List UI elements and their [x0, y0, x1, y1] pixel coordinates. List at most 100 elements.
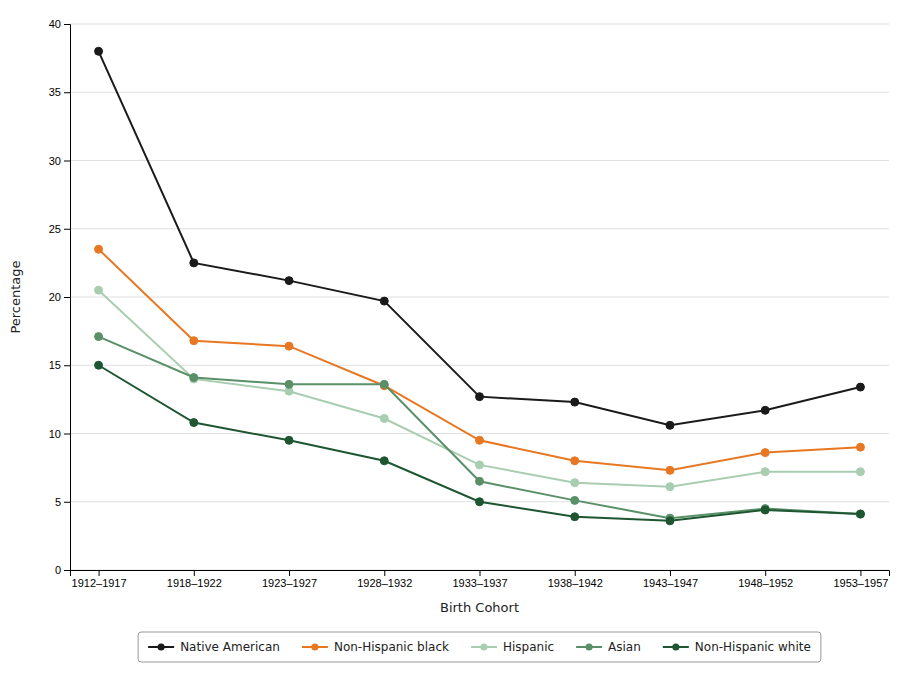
point: [666, 466, 674, 474]
x-tick: 1938–1942: [548, 570, 603, 589]
point: [571, 457, 579, 465]
series: [95, 286, 865, 491]
point: [761, 406, 769, 414]
series-line: [99, 337, 861, 519]
x-axis: 1912–1917 1918–1922 1923–1927 1928–1932 1933…: [71, 570, 890, 589]
y-tick-label: 0: [55, 564, 61, 576]
point: [476, 461, 484, 469]
point: [666, 483, 674, 491]
legend-item: Asian: [576, 640, 641, 654]
point: [95, 245, 103, 253]
y-tick: 5: [55, 496, 70, 508]
legend-label: Asian: [608, 640, 641, 654]
y-tick: 40: [49, 18, 70, 30]
point: [571, 398, 579, 406]
y-tick-mark: [64, 365, 70, 366]
point: [476, 393, 484, 401]
legend-item: Native American: [148, 640, 280, 654]
point: [95, 47, 103, 55]
y-tick-label: 25: [49, 223, 61, 235]
y-tick-mark: [64, 161, 70, 162]
point: [571, 513, 579, 521]
y-tick-label: 30: [49, 155, 61, 167]
y-tick-mark: [64, 229, 70, 230]
y-tick-mark: [64, 92, 70, 93]
x-tick: 1948–1952: [738, 570, 793, 589]
point: [285, 436, 293, 444]
legend-label: Native American: [180, 640, 280, 654]
y-tick-label: 5: [55, 496, 61, 508]
y-tick-mark: [64, 24, 70, 25]
y-tick-label: 10: [49, 428, 61, 440]
y-tick-mark: [64, 502, 70, 503]
x-tick-mark: [289, 570, 290, 576]
chart: 05101520253035401912–19171918–19221923–1…: [0, 0, 919, 700]
point: [190, 374, 198, 382]
point: [666, 517, 674, 525]
series: [95, 245, 865, 474]
x-tick-mark: [670, 570, 671, 576]
legend: Native American Non-Hispanic black Hispani…: [138, 632, 821, 662]
y-tick: 25: [49, 223, 70, 235]
legend-item: Non-Hispanic white: [663, 640, 811, 654]
point: [856, 468, 864, 476]
legend-frame: [138, 632, 821, 662]
x-tick: 1943–1947: [643, 570, 698, 589]
legend-item: Hispanic: [471, 640, 554, 654]
x-tick-label: 1918–1922: [167, 577, 222, 589]
x-tick: 1928–1932: [357, 570, 412, 589]
series-line: [99, 290, 861, 487]
point: [476, 477, 484, 485]
legend-marker: [586, 643, 593, 650]
point: [761, 468, 769, 476]
y-tick-mark: [64, 297, 70, 298]
series-line: [99, 249, 861, 470]
x-axis-line: [71, 571, 890, 577]
x-tick-mark: [480, 570, 481, 576]
point: [571, 479, 579, 487]
y-tick: 0: [55, 564, 70, 576]
y-axis-title: Percentage: [8, 260, 23, 333]
point: [190, 259, 198, 267]
y-tick-mark: [64, 570, 70, 571]
y-tick-label: 15: [49, 359, 61, 371]
grid-line: [70, 228, 889, 229]
x-tick-mark: [575, 570, 576, 576]
x-tick: 1912–1917: [72, 570, 127, 589]
point: [380, 297, 388, 305]
point: [95, 361, 103, 369]
x-tick-label: 1948–1952: [738, 577, 793, 589]
x-tick-label: 1928–1932: [357, 577, 412, 589]
legend-marker: [672, 643, 679, 650]
y-tick-mark: [64, 434, 70, 435]
point: [666, 421, 674, 429]
point: [190, 337, 198, 345]
x-tick-mark: [99, 570, 100, 576]
plot-area: 05101520253035401912–19171918–19221923–1…: [49, 18, 890, 589]
series: [95, 361, 865, 525]
legend-marker: [158, 643, 165, 650]
legend-label: Non-Hispanic white: [695, 640, 811, 654]
point: [285, 342, 293, 350]
point: [380, 414, 388, 422]
x-tick: 1933–1937: [452, 570, 507, 589]
point: [761, 449, 769, 457]
legend-label: Hispanic: [503, 640, 554, 654]
y-tick: 35: [49, 86, 70, 98]
point: [856, 510, 864, 518]
x-tick-mark: [765, 570, 766, 576]
x-tick-mark: [384, 570, 385, 576]
series: [95, 333, 865, 523]
point: [380, 457, 388, 465]
x-tick-label: 1923–1927: [262, 577, 317, 589]
point: [761, 506, 769, 514]
y-tick: 30: [49, 155, 70, 167]
point: [856, 383, 864, 391]
grid-line: [70, 160, 889, 161]
legend-label: Non-Hispanic black: [334, 640, 449, 654]
x-tick-label: 1953–1957: [833, 577, 888, 589]
series: [95, 47, 865, 429]
grid-line: [70, 24, 889, 25]
grid-line: [70, 297, 889, 298]
series-line: [99, 365, 861, 521]
